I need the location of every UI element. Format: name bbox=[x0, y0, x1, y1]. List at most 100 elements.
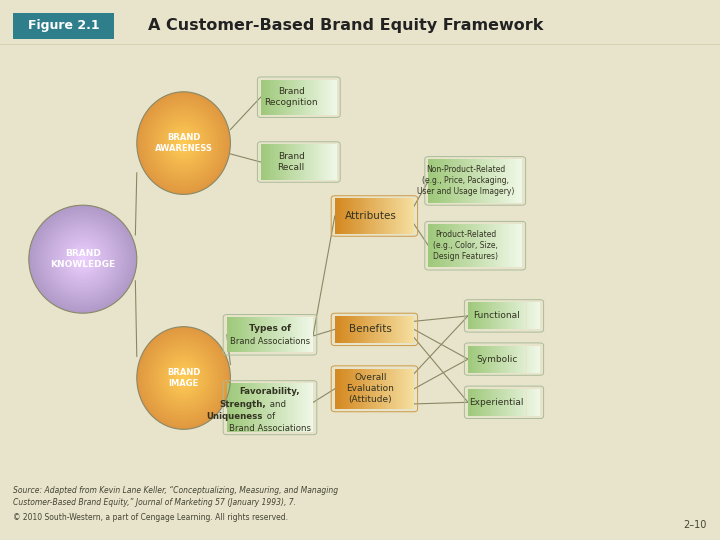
Bar bbox=[372, 198, 374, 233]
Bar bbox=[476, 346, 477, 373]
Bar bbox=[281, 383, 282, 432]
Bar bbox=[537, 302, 538, 329]
Bar bbox=[491, 389, 492, 416]
Bar bbox=[484, 302, 485, 329]
Bar bbox=[508, 224, 509, 267]
Bar bbox=[500, 346, 501, 373]
Bar bbox=[469, 389, 471, 416]
Bar bbox=[334, 145, 335, 179]
Bar bbox=[296, 317, 297, 352]
Bar bbox=[411, 316, 412, 343]
Bar bbox=[459, 224, 460, 267]
Bar bbox=[478, 346, 479, 373]
Bar bbox=[263, 145, 264, 179]
Bar bbox=[502, 224, 503, 267]
Bar bbox=[509, 159, 510, 202]
Bar bbox=[430, 224, 431, 267]
Bar bbox=[398, 316, 399, 343]
Bar bbox=[265, 145, 266, 179]
Bar bbox=[239, 383, 240, 432]
Bar bbox=[281, 317, 282, 352]
Bar bbox=[395, 198, 396, 233]
Bar bbox=[487, 159, 488, 202]
Bar bbox=[318, 145, 319, 179]
Bar bbox=[261, 145, 262, 179]
Bar bbox=[521, 346, 522, 373]
Bar bbox=[476, 302, 477, 329]
Bar bbox=[364, 316, 366, 343]
Bar bbox=[229, 317, 230, 352]
Ellipse shape bbox=[137, 327, 230, 429]
Bar bbox=[538, 389, 539, 416]
Bar bbox=[275, 317, 276, 352]
Text: Strength,: Strength, bbox=[220, 400, 266, 409]
Bar bbox=[453, 159, 454, 202]
Bar bbox=[523, 346, 525, 373]
Bar bbox=[514, 346, 515, 373]
Ellipse shape bbox=[141, 97, 226, 190]
Bar bbox=[483, 389, 484, 416]
Bar bbox=[468, 224, 469, 267]
Bar bbox=[325, 79, 326, 115]
Bar bbox=[286, 145, 287, 179]
Ellipse shape bbox=[180, 139, 187, 147]
Bar bbox=[252, 383, 253, 432]
Bar bbox=[409, 198, 410, 233]
Bar bbox=[505, 346, 507, 373]
Bar bbox=[335, 368, 336, 409]
Bar bbox=[280, 145, 281, 179]
Ellipse shape bbox=[160, 118, 207, 168]
Bar bbox=[342, 316, 343, 343]
Bar bbox=[442, 224, 444, 267]
Bar bbox=[242, 383, 243, 432]
Bar bbox=[487, 346, 489, 373]
Bar bbox=[227, 317, 228, 352]
Bar bbox=[246, 383, 248, 432]
Bar bbox=[322, 145, 323, 179]
Ellipse shape bbox=[157, 348, 210, 408]
Bar bbox=[430, 159, 431, 202]
Bar bbox=[316, 145, 317, 179]
Bar bbox=[298, 79, 299, 115]
Bar bbox=[263, 79, 264, 115]
Bar bbox=[288, 317, 289, 352]
Bar bbox=[300, 145, 301, 179]
Bar bbox=[533, 389, 534, 416]
Bar bbox=[494, 302, 495, 329]
Bar bbox=[397, 316, 398, 343]
Bar bbox=[390, 368, 391, 409]
Bar bbox=[332, 145, 333, 179]
Text: Symbolic: Symbolic bbox=[476, 355, 518, 363]
Bar bbox=[319, 79, 320, 115]
Ellipse shape bbox=[160, 352, 207, 404]
Bar bbox=[251, 383, 252, 432]
Bar bbox=[299, 145, 300, 179]
Bar bbox=[501, 346, 502, 373]
Bar bbox=[295, 383, 296, 432]
Bar bbox=[510, 346, 511, 373]
Bar bbox=[355, 198, 356, 233]
Bar bbox=[407, 316, 408, 343]
Bar bbox=[528, 346, 529, 373]
Bar bbox=[480, 346, 482, 373]
Bar bbox=[326, 79, 327, 115]
Bar bbox=[444, 224, 445, 267]
Text: Product-Related
(e.g., Color, Size,
Design Features): Product-Related (e.g., Color, Size, Desi… bbox=[433, 230, 498, 261]
Bar bbox=[309, 317, 310, 352]
Bar bbox=[278, 317, 279, 352]
Bar bbox=[284, 145, 286, 179]
Bar bbox=[337, 316, 338, 343]
Ellipse shape bbox=[71, 247, 95, 271]
Ellipse shape bbox=[68, 244, 98, 274]
Bar bbox=[490, 159, 492, 202]
Bar bbox=[341, 316, 342, 343]
Bar bbox=[340, 316, 341, 343]
Bar bbox=[503, 224, 505, 267]
Bar bbox=[325, 145, 326, 179]
Bar bbox=[382, 198, 383, 233]
Bar bbox=[264, 317, 265, 352]
Bar bbox=[297, 317, 298, 352]
Bar bbox=[350, 198, 351, 233]
Bar bbox=[487, 302, 489, 329]
Ellipse shape bbox=[49, 226, 117, 293]
